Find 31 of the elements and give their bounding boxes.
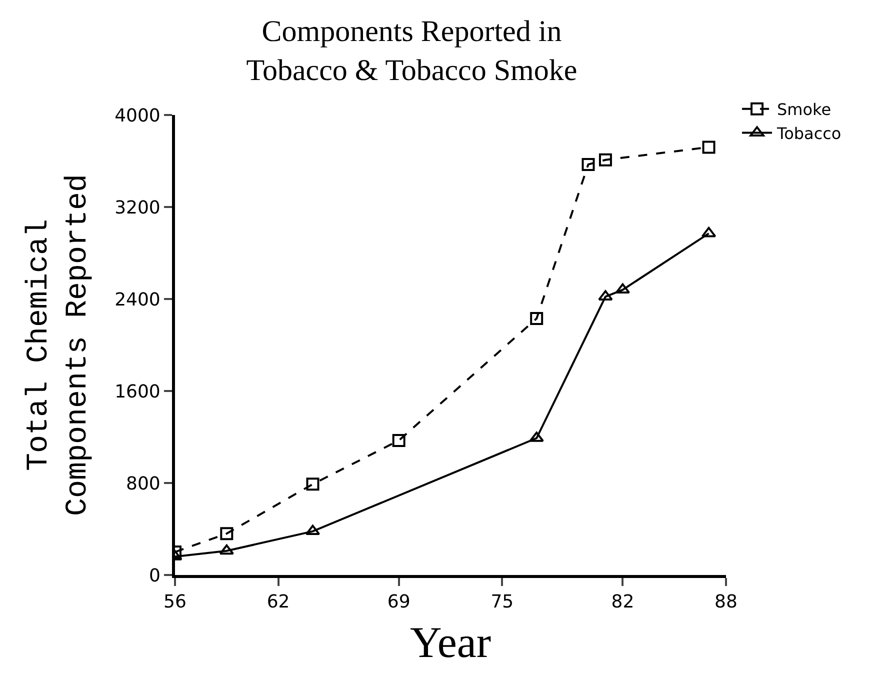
x-tick-label: 62 — [266, 592, 290, 613]
point — [530, 312, 544, 326]
x-tick-label: 69 — [387, 592, 410, 613]
point — [220, 527, 234, 540]
point — [702, 140, 716, 154]
y-tick-label: 1600 — [114, 381, 160, 402]
x-axis-title: Year — [410, 618, 492, 667]
x-tick-label: 88 — [714, 592, 738, 613]
chart-subtitle: Tobacco & Tobacco Smoke — [246, 54, 578, 88]
point — [305, 524, 320, 536]
y-tick-label: 0 — [148, 565, 160, 586]
point — [598, 290, 613, 300]
legend-label: Smoke — [777, 100, 832, 120]
y-tick-label: 2400 — [114, 289, 160, 310]
point — [701, 226, 716, 238]
y-tick-label: 3200 — [114, 197, 160, 218]
x-tick-label: 75 — [490, 592, 514, 613]
point — [615, 283, 630, 294]
point — [529, 432, 544, 442]
point — [598, 153, 612, 166]
point — [306, 478, 320, 491]
y-tick-label: 800 — [126, 473, 160, 494]
y-axis-title: Total Chemical Components Reported — [22, 174, 96, 516]
y-tick-label: 4000 — [114, 105, 160, 126]
legend-label: Tobacco — [776, 124, 842, 143]
x-tick-label: 82 — [611, 592, 634, 613]
point — [219, 544, 234, 555]
point — [392, 434, 406, 447]
chart-title: Components Reported in — [262, 15, 562, 48]
x-tick-label: 56 — [164, 592, 186, 613]
point — [582, 158, 595, 171]
